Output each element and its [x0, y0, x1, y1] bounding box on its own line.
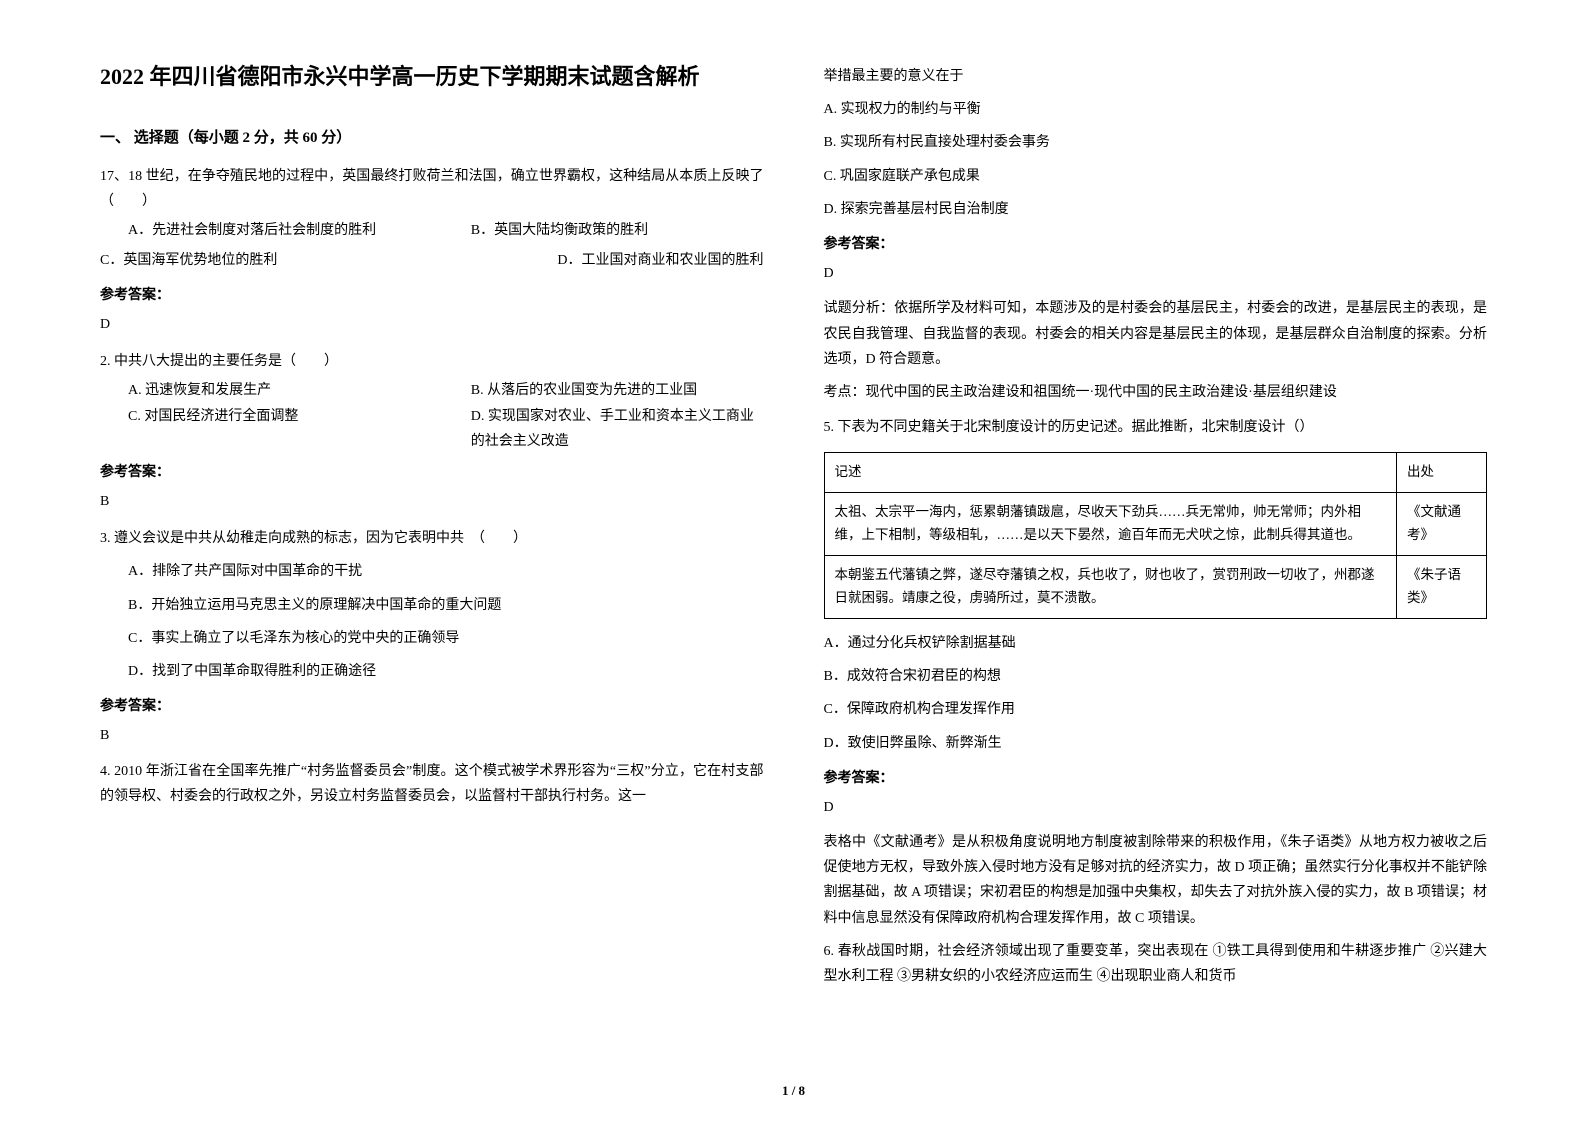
cell-r0c1: 《文献通考》	[1397, 493, 1487, 556]
q5-option-c: C．保障政府机构合理发挥作用	[824, 697, 1488, 722]
col-header-1: 出处	[1397, 453, 1487, 493]
q5-option-d: D．致使旧弊虽除、新弊渐生	[824, 731, 1488, 756]
cell-r1c1: 《朱子语类》	[1397, 556, 1487, 619]
q17-options-row1: A．先进社会制度对落后社会制度的胜利 B．英国大陆均衡政策的胜利	[128, 218, 764, 243]
q17-option-d: D．工业国对商业和农业国的胜利	[557, 248, 763, 273]
page-number: 1 / 8	[782, 1079, 805, 1102]
q2-option-c: C. 对国民经济进行全面调整	[128, 404, 421, 454]
q2-option-d: D. 实现国家对农业、手工业和资本主义工商业的社会主义改造	[471, 404, 764, 454]
q17-option-b: B．英国大陆均衡政策的胜利	[471, 218, 764, 243]
table-row: 本朝鉴五代藩镇之弊，遂尽夺藩镇之权，兵也收了，财也收了，赏罚刑政一切收了，州郡遂…	[824, 556, 1487, 619]
left-column: 2022 年四川省德阳市永兴中学高一历史下学期期末试题含解析 一、 选择题（每小…	[100, 60, 764, 1082]
section-heading: 一、 选择题（每小题 2 分，共 60 分）	[100, 125, 764, 152]
q5-option-b: B．成效符合宋初君臣的构想	[824, 664, 1488, 689]
q3-option-b: B．开始独立运用马克思主义的原理解决中国革命的重大问题	[128, 593, 764, 618]
table-row: 太祖、太宗平一海内，惩累朝藩镇跋扈，尽收天下劲兵……兵无常帅，帅无常师；内外相维…	[824, 493, 1487, 556]
table-header-row: 记述 出处	[824, 453, 1487, 493]
q5-analysis: 表格中《文献通考》是从积极角度说明地方制度被割除带来的积极作用，《朱子语类》从地…	[824, 830, 1488, 931]
q4-option-b: B. 实现所有村民直接处理村委会事务	[824, 130, 1488, 155]
q4-analysis1: 试题分析：依据所学及材料可知，本题涉及的是村委会的基层民主，村委会的改进，是基层…	[824, 296, 1488, 372]
q4-stem: 4. 2010 年浙江省在全国率先推广“村务监督委员会”制度。这个模式被学术界形…	[100, 759, 764, 809]
q2-answer-label: 参考答案：	[100, 460, 764, 485]
q17-option-a: A．先进社会制度对落后社会制度的胜利	[128, 218, 421, 243]
q4-stem-cont: 举措最主要的意义在于	[824, 64, 1488, 89]
q5-stem: 5. 下表为不同史籍关于北宋制度设计的历史记述。据此推断，北宋制度设计（）	[824, 415, 1488, 440]
q2-answer: B	[100, 489, 764, 514]
q17-answer: D	[100, 312, 764, 337]
q4-analysis2: 考点：现代中国的民主政治建设和祖国统一·现代中国的民主政治建设·基层组织建设	[824, 380, 1488, 405]
col-header-0: 记述	[824, 453, 1397, 493]
cell-r1c0: 本朝鉴五代藩镇之弊，遂尽夺藩镇之权，兵也收了，财也收了，赏罚刑政一切收了，州郡遂…	[824, 556, 1397, 619]
q2-options-row1: A. 迅速恢复和发展生产 B. 从落后的农业国变为先进的工业国	[128, 378, 764, 403]
q3-stem: 3. 遵义会议是中共从幼稚走向成熟的标志，因为它表明中共 （ ）	[100, 526, 764, 551]
q4-answer-label: 参考答案：	[824, 232, 1488, 257]
q3-option-c: C．事实上确立了以毛泽东为核心的党中央的正确领导	[128, 626, 764, 651]
q5-option-a: A．通过分化兵权铲除割据基础	[824, 631, 1488, 656]
q17-stem: 17、18 世纪，在争夺殖民地的过程中，英国最终打败荷兰和法国，确立世界霸权，这…	[100, 164, 764, 214]
q4-option-c: C. 巩固家庭联产承包成果	[824, 164, 1488, 189]
q5-answer-label: 参考答案：	[824, 766, 1488, 791]
q2-option-b: B. 从落后的农业国变为先进的工业国	[471, 378, 764, 403]
q3-option-a: A．排除了共产国际对中国革命的干扰	[128, 559, 764, 584]
document-title: 2022 年四川省德阳市永兴中学高一历史下学期期末试题含解析	[100, 60, 764, 93]
cell-r0c0: 太祖、太宗平一海内，惩累朝藩镇跋扈，尽收天下劲兵……兵无常帅，帅无常师；内外相维…	[824, 493, 1397, 556]
q4-option-a: A. 实现权力的制约与平衡	[824, 97, 1488, 122]
q2-option-a: A. 迅速恢复和发展生产	[128, 378, 421, 403]
q3-answer-label: 参考答案：	[100, 694, 764, 719]
q17-options-row2: C．英国海军优势地位的胜利 D．工业国对商业和农业国的胜利	[100, 248, 764, 273]
right-column: 举措最主要的意义在于 A. 实现权力的制约与平衡 B. 实现所有村民直接处理村委…	[824, 60, 1488, 1082]
q2-options-row2: C. 对国民经济进行全面调整 D. 实现国家对农业、手工业和资本主义工商业的社会…	[128, 404, 764, 454]
q17-answer-label: 参考答案：	[100, 283, 764, 308]
q5-table: 记述 出处 太祖、太宗平一海内，惩累朝藩镇跋扈，尽收天下劲兵……兵无常帅，帅无常…	[824, 452, 1488, 619]
q3-option-d: D．找到了中国革命取得胜利的正确途径	[128, 659, 764, 684]
q2-stem: 2. 中共八大提出的主要任务是（ ）	[100, 349, 764, 374]
q5-answer: D	[824, 795, 1488, 820]
q3-answer: B	[100, 723, 764, 748]
q4-answer: D	[824, 261, 1488, 286]
q17-option-c: C．英国海军优势地位的胜利	[100, 253, 277, 268]
q4-option-d: D. 探索完善基层村民自治制度	[824, 197, 1488, 222]
q6-stem: 6. 春秋战国时期，社会经济领域出现了重要变革，突出表现在 ①铁工具得到使用和牛…	[824, 939, 1488, 989]
